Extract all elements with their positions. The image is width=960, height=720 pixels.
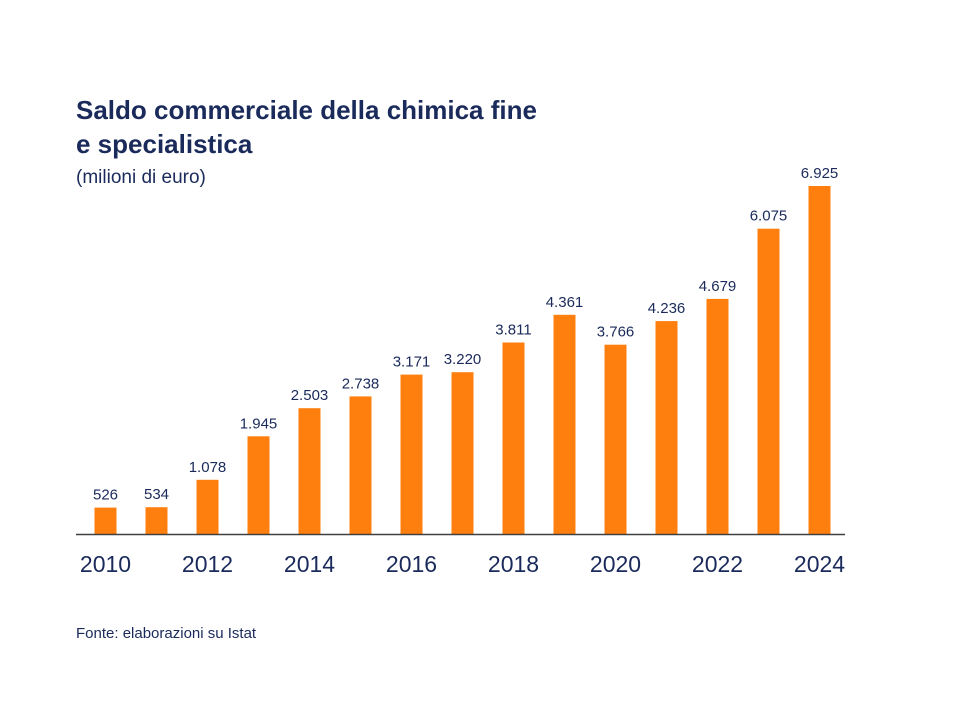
bar-2017 [451, 372, 474, 534]
data-label-2020: 3.766 [597, 324, 635, 341]
data-label-2013: 1.945 [240, 415, 278, 432]
bar-2023 [757, 228, 780, 534]
chart-title-line-2: e specialistica [76, 129, 253, 159]
data-label-2017: 3.220 [444, 351, 482, 368]
data-label-2022: 4.679 [699, 278, 737, 295]
data-label-2014: 2.503 [291, 387, 329, 404]
x-tick-label-2010: 2010 [80, 551, 131, 577]
data-label-2010: 526 [93, 487, 118, 504]
x-tick-label-2014: 2014 [284, 551, 335, 577]
x-tick-label-2018: 2018 [488, 551, 539, 577]
bars-group [94, 186, 831, 534]
x-tick-label-2024: 2024 [794, 551, 845, 577]
data-label-2023: 6.075 [750, 208, 788, 225]
bar-2020 [604, 344, 627, 534]
bar-2019 [553, 314, 576, 534]
chart-title-line-1: Saldo commerciale della chimica fine [76, 95, 537, 125]
data-label-2019: 4.361 [546, 294, 584, 311]
data-labels-group: 526 534 1.078 1.945 2.503 2.738 3.171 3.220 3.81… [93, 165, 838, 504]
bar-2014 [298, 408, 321, 534]
bar-2018 [502, 342, 525, 534]
x-tick-label-2012: 2012 [182, 551, 233, 577]
bar-2016 [400, 374, 423, 534]
bar-2021 [655, 321, 678, 534]
data-label-2021: 4.236 [648, 300, 686, 317]
bar-2013 [247, 436, 270, 534]
x-tick-label-2022: 2022 [692, 551, 743, 577]
x-axis-ticks-group: 2010 2012 2014 2016 2018 2020 2022 2024 [80, 551, 845, 577]
bar-2012 [196, 479, 219, 534]
bar-2010 [94, 507, 117, 534]
x-tick-label-2020: 2020 [590, 551, 641, 577]
x-tick-label-2016: 2016 [386, 551, 437, 577]
data-label-2015: 2.738 [342, 375, 380, 392]
bar-2011 [145, 507, 168, 534]
bar-2024 [808, 186, 831, 534]
bar-2022 [706, 298, 729, 534]
data-label-2011: 534 [144, 486, 169, 503]
source-note: Fonte: elaborazioni su Istat [76, 625, 257, 642]
data-label-2024: 6.925 [801, 165, 839, 182]
data-label-2018: 3.811 [495, 322, 531, 339]
chart-subtitle: (milioni di euro) [76, 167, 206, 188]
data-label-2016: 3.171 [393, 354, 431, 371]
bar-2015 [349, 396, 372, 534]
data-label-2012: 1.078 [189, 459, 227, 476]
